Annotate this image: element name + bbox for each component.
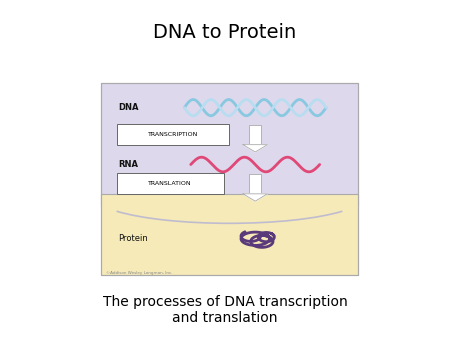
- FancyBboxPatch shape: [249, 125, 261, 145]
- Text: ©Addison Wesley Longman, Inc.: ©Addison Wesley Longman, Inc.: [106, 271, 172, 275]
- Text: TRANSLATION: TRANSLATION: [148, 181, 192, 186]
- Text: RNA: RNA: [119, 160, 139, 169]
- FancyBboxPatch shape: [117, 173, 224, 194]
- Text: Protein: Protein: [119, 234, 148, 243]
- Polygon shape: [243, 145, 267, 152]
- FancyBboxPatch shape: [249, 174, 261, 194]
- FancyBboxPatch shape: [100, 194, 358, 275]
- FancyBboxPatch shape: [117, 124, 229, 145]
- Polygon shape: [243, 194, 267, 201]
- FancyBboxPatch shape: [100, 82, 358, 206]
- Text: TRANSCRIPTION: TRANSCRIPTION: [148, 131, 198, 137]
- Text: DNA to Protein: DNA to Protein: [153, 23, 297, 42]
- Text: The processes of DNA transcription
and translation: The processes of DNA transcription and t…: [103, 295, 347, 325]
- Text: DNA: DNA: [119, 103, 139, 112]
